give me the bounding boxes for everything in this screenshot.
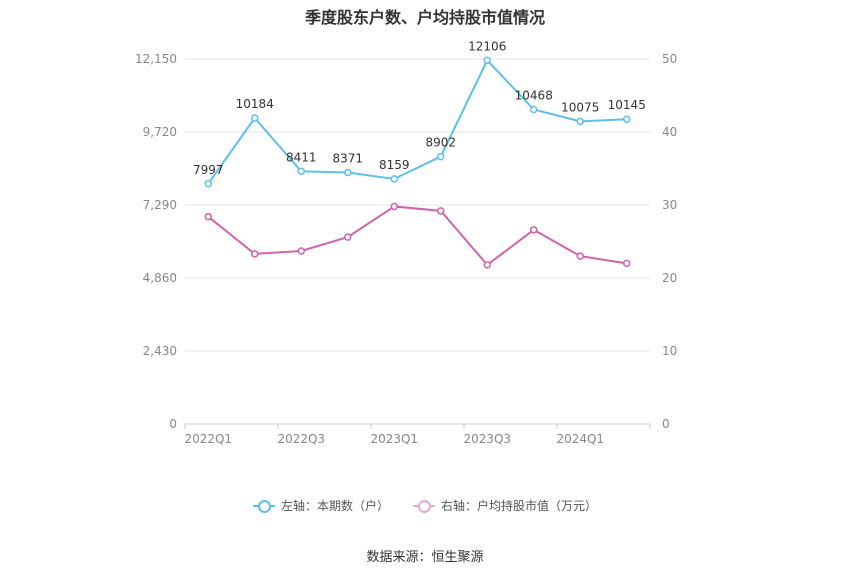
point-shareholders [204,180,212,188]
series-layer [204,56,631,269]
x-tick-label: 2022Q3 [277,432,325,446]
legend-swatch-right [413,499,435,513]
point-shareholders [251,114,259,122]
y-left-tick-label: 9,720 [143,125,177,139]
data-label: 7997 [193,163,224,177]
point-avg-value [483,261,491,269]
legend-swatch-left [252,499,275,513]
x-tick-label: 2022Q1 [184,432,232,446]
gridlines [185,58,650,352]
series-line-shareholders [207,58,627,185]
data-labels: 7997 10184 8411 8371 8159 8902 12106 10468 10075… [193,39,646,176]
y-right-tick-label: 10 [662,344,677,358]
point-avg-value [437,207,445,215]
data-label: 8411 [286,150,317,164]
point-avg-value [530,226,538,234]
y-left-tick-label: 0 [169,417,177,431]
point-shareholders [530,105,538,114]
data-label: 10184 [236,97,274,111]
data-label: 10075 [561,100,599,114]
x-tick-label: 2023Q1 [370,432,418,446]
y-left-tick-label: 7,290 [143,198,177,212]
point-avg-value [297,247,305,255]
point-avg-value [251,250,259,258]
x-tick-label: 2024Q1 [556,432,604,446]
y-right-tick-label: 20 [662,271,677,285]
point-shareholders [576,117,584,126]
point-avg-value [576,252,584,260]
data-source-note: 数据来源：恒生聚源 [366,550,484,565]
y-left-tick-label: 4,860 [143,271,177,285]
point-avg-value [390,202,398,211]
point-shareholders [390,175,398,183]
chart-title: 季度股东户数、户均持股市值情况 [304,8,545,27]
series-line-avg-value [207,205,627,267]
point-avg-value [204,212,212,221]
legend-label-left: 左轴：本期数（户） [280,499,389,513]
data-label: 10468 [515,89,553,103]
legend-item-right-axis[interactable]: 右轴：户均持股市值（万元） [413,497,597,514]
data-label: 8159 [379,158,410,172]
legend: 左轴：本期数（户） 右轴：户均持股市值（万元） [0,497,850,514]
legend-label-right: 右轴：户均持股市值（万元） [441,499,598,513]
axes: 0 0 2,430 10 4,860 20 7,290 30 9,720 40 12,150 50 20… [135,52,677,446]
point-shareholders [344,168,352,177]
data-label: 8902 [425,136,456,150]
data-label: 12106 [468,39,506,53]
y-right-tick-label: 50 [662,52,677,66]
point-shareholders [297,167,305,176]
legend-item-left-axis[interactable]: 左轴：本期数（户） [252,497,389,514]
point-shareholders [437,152,445,161]
point-avg-value [344,233,352,241]
x-tick-label: 2023Q3 [463,432,511,446]
y-right-tick-label: 40 [662,125,677,139]
y-right-tick-label: 0 [662,417,670,431]
data-label: 10145 [608,98,646,112]
data-label: 8371 [332,152,363,166]
point-shareholders [623,115,631,123]
point-shareholders [483,56,491,65]
point-avg-value [623,259,631,268]
y-left-tick-label: 2,430 [143,344,177,358]
y-left-tick-label: 12,150 [135,52,177,66]
y-right-tick-label: 30 [662,198,677,212]
